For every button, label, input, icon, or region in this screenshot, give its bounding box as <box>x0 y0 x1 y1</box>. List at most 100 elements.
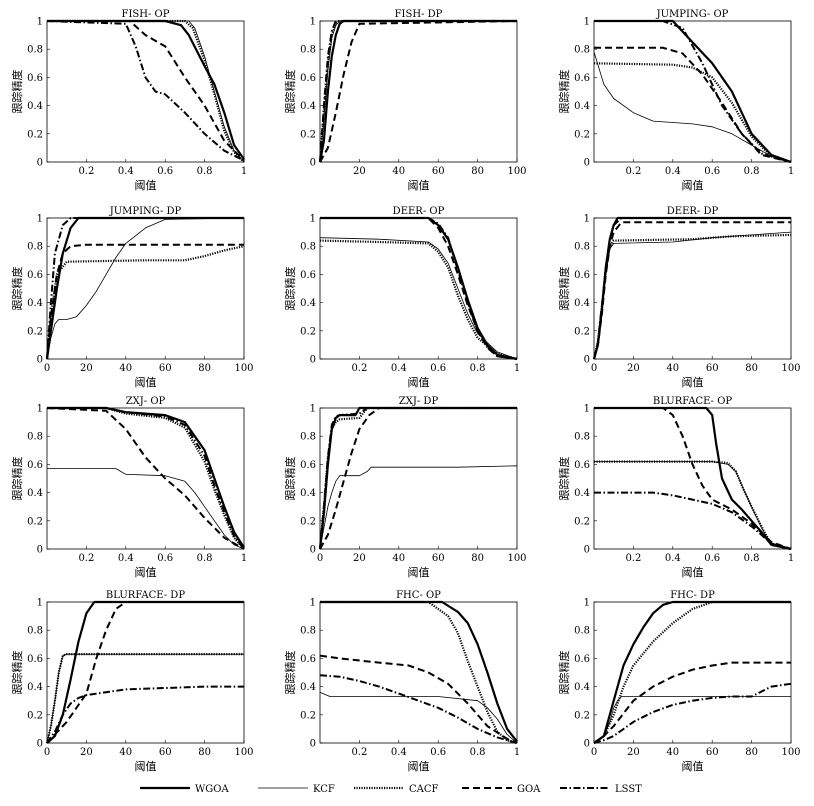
x-tick-label: 0.8 <box>197 553 213 564</box>
x-axis-label: 阈值 <box>408 178 430 192</box>
x-tick-label: 20 <box>80 363 93 374</box>
y-tick-label: 0.6 <box>27 270 43 281</box>
x-tick-label: 40 <box>666 747 679 758</box>
y-tick-label: 0.2 <box>27 710 43 721</box>
series-line-wgoa <box>46 600 244 744</box>
series-line-lsst <box>46 20 245 162</box>
x-tick-label: 60 <box>706 363 719 374</box>
x-tick-label: 80 <box>745 363 758 374</box>
y-axis-label: 跟踪精度 <box>10 457 24 501</box>
y-tick-label: 0 <box>584 158 590 169</box>
x-tick-label: 100 <box>234 363 253 374</box>
y-tick-label: 1 <box>37 404 43 415</box>
series-line-cacf <box>320 600 518 745</box>
x-tick-label: 0.4 <box>391 363 407 374</box>
chart-panel: DEER- DP 0 0.2 0.4 0.6 0.8 1 0 20 40 60 80 100 阈值 跟踪精度 <box>557 206 801 389</box>
legend-label: GOA <box>517 784 541 795</box>
y-tick-label: 0.8 <box>300 626 316 637</box>
x-tick-label: 100 <box>234 747 253 758</box>
series-line-kcf <box>46 217 245 360</box>
series-line-cacf <box>593 62 792 164</box>
series-line-goa <box>593 661 791 744</box>
x-tick-label: 80 <box>198 747 211 758</box>
series-line-kcf <box>46 653 244 744</box>
chart-title: JUMPING- OP <box>656 9 729 20</box>
chart-title: ZXJ- DP <box>399 396 439 407</box>
series-line-lsst <box>46 217 244 360</box>
x-tick-label: 0.4 <box>118 166 134 177</box>
plot-frame <box>319 407 518 550</box>
y-tick-label: 0.8 <box>300 242 316 253</box>
x-tick-label: 40 <box>119 747 132 758</box>
chart-panel: FHC- OP 0 0.2 0.4 0.6 0.8 1 0.2 0.4 0.6 0.8 1 阈值 跟踪精度 <box>283 590 520 773</box>
y-axis-label: 跟踪精度 <box>10 70 24 114</box>
x-tick-label: 0 <box>44 747 50 758</box>
series-line-cacf <box>318 406 517 550</box>
y-tick-label: 1 <box>310 404 316 415</box>
chart-title: BLURFACE- DP <box>106 590 185 601</box>
x-axis-label: 阈值 <box>135 759 157 773</box>
x-tick-label: 1 <box>514 747 520 758</box>
x-tick-label: 0.2 <box>351 363 367 374</box>
x-axis-label: 阈值 <box>682 565 704 579</box>
y-tick-label: 1 <box>37 214 43 225</box>
y-tick-label: 0.4 <box>27 682 43 693</box>
plot-frame <box>593 217 792 360</box>
x-tick-label: 0.6 <box>157 166 173 177</box>
series-line-lsst <box>319 674 518 744</box>
series-line-wgoa <box>320 216 518 361</box>
chart-title: FISH- DP <box>395 9 443 20</box>
y-tick-label: 0.6 <box>574 654 590 665</box>
series-line-goa <box>594 407 792 550</box>
x-tick-label: 20 <box>353 553 366 564</box>
x-tick-label: 20 <box>80 747 93 758</box>
y-tick-label: 0.2 <box>27 326 43 337</box>
y-tick-label: 0.2 <box>574 516 590 527</box>
chart-title: ZXJ- OP <box>126 396 166 407</box>
series-line-cacf <box>319 239 518 361</box>
series-line-kcf <box>593 231 792 360</box>
y-tick-label: 0 <box>310 739 316 750</box>
series-line-kcf <box>319 465 518 550</box>
y-tick-label: 0.6 <box>574 460 590 471</box>
x-tick-label: 100 <box>781 747 800 758</box>
y-tick-label: 0.8 <box>574 45 590 56</box>
x-axis-label: 阈值 <box>682 759 704 773</box>
x-axis-label: 阈值 <box>135 178 157 192</box>
series-line-goa <box>320 217 518 360</box>
series-line-cacf <box>592 233 792 360</box>
series-line-wgoa <box>318 406 517 550</box>
x-tick-label: 80 <box>471 166 484 177</box>
y-tick-label: 0.4 <box>300 298 316 309</box>
y-tick-label: 0.8 <box>27 432 43 443</box>
x-tick-label: 1 <box>241 166 247 177</box>
x-tick-label: 60 <box>432 553 445 564</box>
y-tick-label: 0.2 <box>300 129 316 140</box>
x-tick-label: 60 <box>706 747 719 758</box>
series-line-wgoa <box>320 600 518 743</box>
x-tick-label: 1 <box>241 553 247 564</box>
y-tick-label: 0 <box>584 545 590 556</box>
x-tick-label: 20 <box>627 363 640 374</box>
y-tick-label: 0.4 <box>300 101 316 112</box>
series-line-goa <box>46 243 244 360</box>
y-tick-label: 0.6 <box>300 270 316 281</box>
chart-title: DEER- OP <box>393 206 445 217</box>
y-tick-label: 1 <box>310 17 316 28</box>
y-tick-label: 0 <box>584 355 590 366</box>
y-tick-label: 0.6 <box>27 654 43 665</box>
series-line-lsst <box>46 685 244 744</box>
series-line-kcf <box>319 20 517 163</box>
y-tick-label: 0 <box>584 739 590 750</box>
y-tick-label: 0.8 <box>300 432 316 443</box>
chart-panel: BLURFACE- DP 0 0.2 0.4 0.6 0.8 1 0 20 40 60 80 100 阈值… <box>10 590 254 773</box>
x-tick-label: 0.2 <box>351 747 367 758</box>
y-tick-label: 0.2 <box>300 516 316 527</box>
y-axis-label: 跟踪精度 <box>283 70 297 114</box>
y-tick-label: 0.8 <box>574 432 590 443</box>
x-tick-label: 0.4 <box>391 747 407 758</box>
x-tick-label: 0 <box>317 553 323 564</box>
plot-frame <box>46 407 245 550</box>
x-tick-label: 0.2 <box>78 553 94 564</box>
